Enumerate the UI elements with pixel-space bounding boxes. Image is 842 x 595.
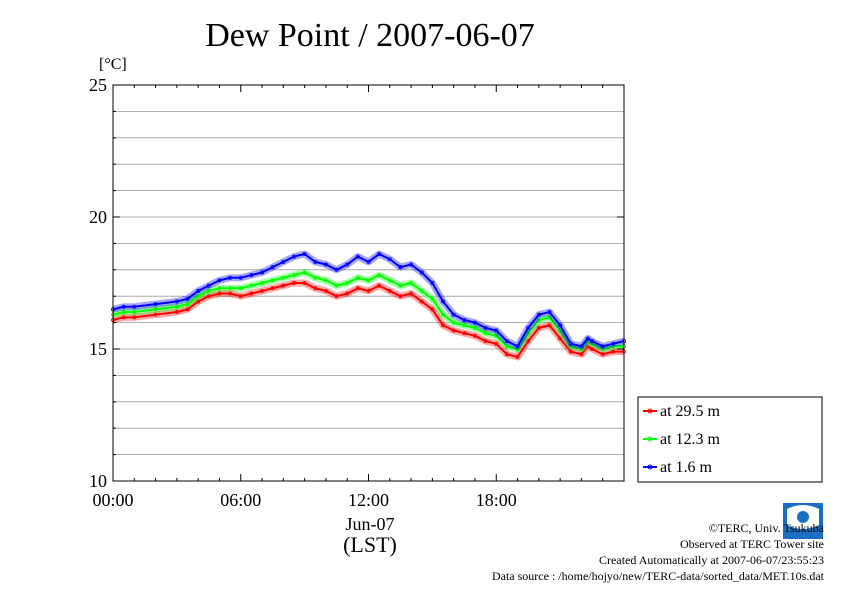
chart-title: Dew Point / 2007-06-07: [205, 17, 535, 54]
series-layer: [111, 250, 627, 361]
series-line-1: [112, 271, 624, 350]
terc-logo: [783, 503, 823, 539]
created-text: Created Automatically at 2007-06-07/23:5…: [599, 553, 824, 567]
legend-label: at 29.5 m: [660, 403, 721, 420]
series-line-2: [112, 252, 625, 348]
series-point: [558, 336, 563, 341]
series-band-2: [112, 250, 625, 350]
legend-marker: [647, 464, 653, 470]
y-axis-unit-label: [°C]: [99, 56, 127, 73]
series-line-0: [112, 282, 624, 358]
credits-block: ©TERC, Univ. Tsukuba Observed at TERC To…: [492, 520, 824, 584]
y-tick-label: 25: [89, 75, 107, 95]
x-tick-label: 00:00: [92, 490, 133, 510]
x-tick-label: 18:00: [476, 490, 517, 510]
gridlines: [113, 111, 624, 456]
legend-marker: [647, 408, 653, 414]
x-axis-date-label: Jun-07: [346, 514, 395, 534]
x-tick-label: 12:00: [348, 490, 389, 510]
x-axis-label: (LST): [343, 532, 397, 557]
legend: at 29.5 m at 12.3 m at 1.6 m: [637, 396, 823, 483]
y-tick-label: 15: [89, 339, 107, 359]
legend-label: at 1.6 m: [660, 459, 713, 476]
y-tick-label: 20: [89, 207, 107, 227]
y-tick-label: 10: [89, 471, 107, 491]
x-tick-label: 06:00: [220, 490, 261, 510]
site-text: Observed at TERC Tower site: [679, 537, 824, 551]
legend-label: at 12.3 m: [660, 431, 721, 448]
axes: 10 15 20 25 00:00 06:00 12:00 18:00: [89, 75, 625, 510]
copyright-text: ©TERC, Univ. Tsukuba: [708, 521, 824, 535]
source-text: Data source : /home/hojyo/new/TERC-data/…: [491, 569, 824, 583]
legend-marker: [647, 436, 653, 442]
legend-box: [637, 396, 823, 483]
